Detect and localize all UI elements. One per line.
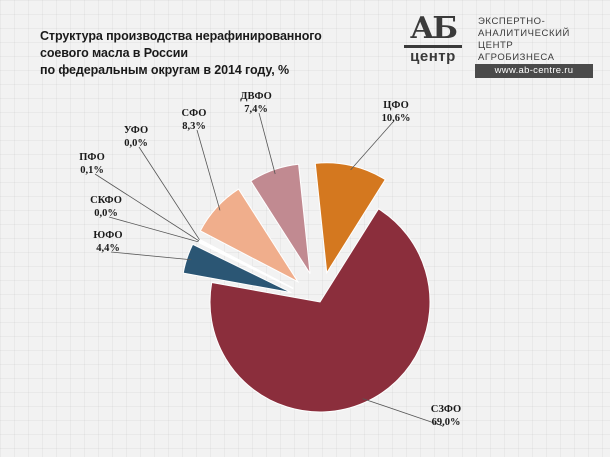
slice-name-label-СЗФО: СЗФО [431, 404, 461, 415]
slice-value-label-СЗФО: 69,0% [432, 417, 461, 428]
pie-slices [182, 162, 431, 413]
slice-name-label-СКФО: СКФО [90, 195, 122, 206]
pie-slice-ЦФО [314, 162, 386, 275]
slice-name-label-ПФО: ПФО [79, 152, 104, 163]
leader-line-ПФО [94, 173, 200, 242]
slice-name-label-УФО: УФО [124, 125, 148, 136]
slice-value-label-УФО: 0,0% [124, 138, 148, 149]
slice-value-label-ЮФО: 4,4% [96, 243, 120, 254]
leader-line-ЮФО [110, 251, 192, 261]
slice-value-label-ЦФО: 10,6% [382, 113, 411, 124]
title-line-3: по федеральным округам в 2014 году, % [40, 63, 290, 77]
leader-line-СКФО [108, 216, 199, 243]
pie-labels: ЦФО 10,6% СЗФО 69,0% ЮФО 4,4% СКФО 0,0% ПФО 0,1% У… [79, 91, 461, 428]
slice-value-label-ДВФО: 7,4% [244, 104, 268, 115]
logo-line-2: АНАЛИТИЧЕСКИЙ [478, 28, 570, 39]
logo-url: www.ab-centre.ru [475, 64, 593, 78]
slice-name-label-ДВФО: ДВФО [240, 91, 272, 102]
pie-slice-СФО [199, 188, 300, 284]
leader-line-ЦФО [350, 121, 394, 171]
slice-name-label-СФО: СФО [182, 108, 207, 119]
slice-value-label-ПФО: 0,1% [80, 165, 104, 176]
pie-slice-ЮФО [182, 243, 292, 294]
logo-text: ЭКСПЕРТНО- АНАЛИТИЧЕСКИЙ ЦЕНТР АГРОБИЗНЕ… [478, 16, 596, 64]
chart-title: Структура производства нерафинированного… [40, 28, 370, 79]
pie-slice-СЗФО [209, 208, 431, 413]
slice-name-label-ЦФО: ЦФО [383, 100, 408, 111]
leader-line-СЗФО [362, 398, 444, 427]
logo-line-4: АГРОБИЗНЕСА [478, 52, 555, 63]
slice-name-label-ЮФО: ЮФО [93, 230, 122, 241]
leader-line-ДВФО [258, 112, 276, 175]
logo-line-3: ЦЕНТР [478, 40, 514, 51]
slice-value-label-СФО: 8,3% [182, 121, 206, 132]
slice-value-label-СКФО: 0,0% [94, 208, 118, 219]
logo-mark: АБ центр [398, 14, 468, 66]
leader-line-УФО [138, 146, 200, 241]
title-line-1: Структура производства нерафинированного [40, 29, 322, 43]
logo-mark-bottom: центр [404, 45, 462, 65]
ab-centre-logo: АБ центр ЭКСПЕРТНО- АНАЛИТИЧЕСКИЙ ЦЕНТР … [398, 14, 598, 84]
pie-leader-lines [94, 112, 444, 427]
title-line-2: соевого масла в России [40, 46, 188, 60]
leader-line-СФО [196, 129, 221, 211]
logo-mark-top: АБ [409, 11, 458, 46]
logo-line-1: ЭКСПЕРТНО- [478, 16, 546, 27]
